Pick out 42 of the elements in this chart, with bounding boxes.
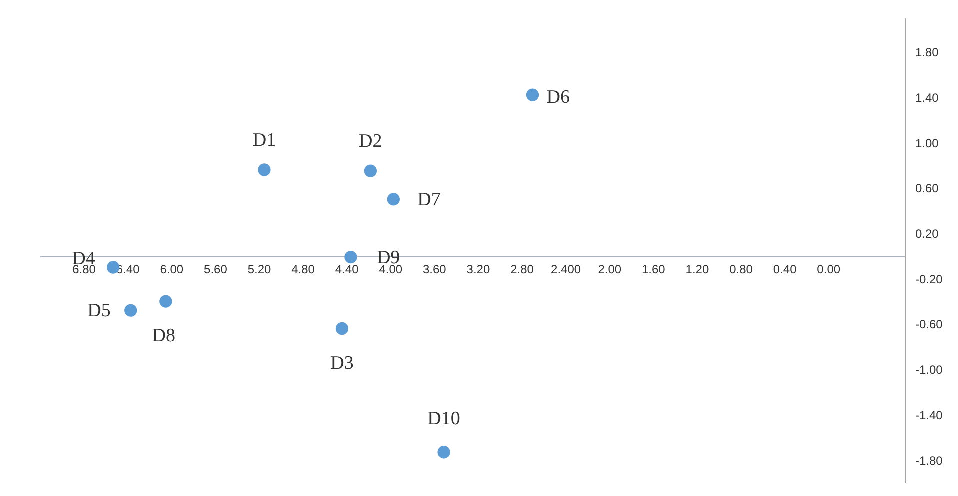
data-label: D10 [428,408,460,430]
y-tick-label: 0.60 [916,182,940,196]
x-tick-label: 5.60 [204,262,228,277]
point [364,164,377,178]
point [160,295,172,308]
y-tick-label: -1.00 [916,363,944,378]
data-label: D2 [359,131,382,152]
x-tick-label: 0.80 [730,262,754,277]
y-tick-label: 0.20 [916,226,940,241]
x-tick-label: 4.40 [335,262,360,277]
data-label: D7 [418,189,441,210]
point [124,304,138,317]
y-tick-label: 1.00 [916,136,940,150]
x-tick-label: 2.00 [598,262,622,277]
x-tick-label: 1.20 [686,262,710,277]
x-tick-label: 6.00 [160,262,184,277]
data-label: D3 [330,352,354,374]
x-tick-label: 1.60 [642,262,666,277]
point [438,446,450,459]
y-tick-label: -0.20 [916,272,944,286]
data-label: D8 [152,326,176,347]
x-tick-label: 2.80 [510,262,534,277]
point [526,88,540,102]
data-label: D6 [546,87,570,108]
x-tick-label: 3.60 [423,262,447,277]
x-tick-label: 5.20 [248,262,272,277]
y-tick-label: 1.80 [916,46,940,60]
x-tick-label: 0.00 [817,262,841,277]
point [387,193,400,206]
y-tick-label: -1.80 [916,454,944,468]
point [344,250,358,264]
data-label: D1 [252,130,276,151]
y-tick-label: 1.40 [916,90,940,105]
point [258,164,271,176]
y-tick-label: -0.60 [916,318,944,332]
point [336,322,349,336]
x-tick-label: 0.40 [773,262,798,277]
data-label: D5 [88,300,111,322]
y-tick-label: -1.40 [916,408,944,422]
x-tick-label: 4.80 [292,262,316,277]
x-tick-label: 2.400 [551,262,582,277]
x-tick-label: 3.20 [466,262,490,277]
